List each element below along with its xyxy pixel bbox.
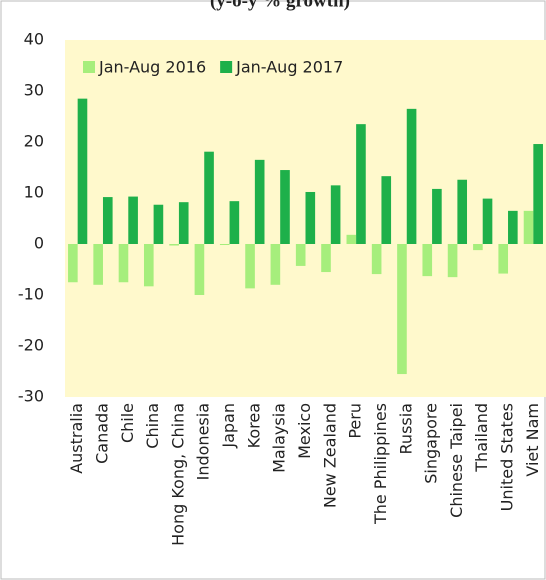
bar — [68, 244, 78, 283]
bar — [270, 244, 281, 285]
x-tick-label: Australia — [67, 403, 86, 474]
y-tick-label: 20 — [24, 132, 44, 151]
x-tick-label: Korea — [244, 403, 263, 448]
legend-swatch — [220, 61, 233, 73]
bar — [204, 151, 214, 244]
bar — [77, 98, 88, 245]
bar — [406, 108, 417, 244]
bar — [330, 185, 341, 244]
bar — [422, 244, 433, 277]
legend-label: Jan-Aug 2016 — [98, 58, 206, 77]
x-tick-label: United States — [498, 403, 517, 511]
x-tick-label: Peru — [346, 403, 365, 439]
bar — [280, 170, 290, 244]
y-tick-label: -10 — [18, 285, 44, 304]
bar — [169, 244, 179, 246]
bar — [508, 210, 518, 244]
x-tick-label: Hong Kong, China — [168, 403, 187, 546]
y-tick-label: 40 — [24, 30, 44, 49]
x-tick-label: Chinese Taipei — [447, 403, 466, 518]
bar — [102, 197, 113, 244]
x-tick-label: Russia — [396, 403, 415, 454]
y-tick-label: 0 — [34, 234, 44, 253]
bar — [371, 244, 382, 275]
bar — [346, 234, 357, 244]
bar — [498, 244, 509, 274]
x-tick-label: Chile — [118, 403, 137, 443]
x-tick-label: China — [143, 403, 162, 449]
x-tick-label: Thailand — [472, 403, 491, 473]
bar — [118, 244, 129, 283]
chart-title: (y-o-y % growth) — [210, 0, 350, 11]
bar — [93, 244, 103, 285]
bar — [254, 159, 265, 244]
x-tick-label: Canada — [92, 403, 111, 464]
bar — [178, 202, 189, 244]
bar — [397, 244, 407, 375]
bar — [194, 244, 205, 295]
bar — [432, 188, 442, 244]
y-tick-label: 10 — [24, 183, 44, 202]
x-tick-label: New Zealand — [320, 403, 339, 508]
x-tick-label: Singapore — [422, 403, 441, 484]
x-tick-label: Malaysia — [270, 403, 289, 473]
bar — [533, 144, 543, 244]
y-tick-label: 30 — [24, 81, 44, 100]
bar — [457, 179, 468, 244]
bar — [321, 244, 331, 273]
x-tick-label: Japan — [219, 403, 238, 449]
bar — [219, 244, 230, 246]
y-tick-label: -30 — [18, 387, 44, 406]
x-tick-label: Indonesia — [194, 403, 213, 480]
bar — [447, 244, 458, 278]
bar — [153, 204, 164, 244]
bar — [305, 191, 316, 244]
legend-swatch — [83, 61, 95, 73]
legend-label: Jan-Aug 2017 — [235, 58, 343, 77]
bar — [473, 244, 483, 251]
bar — [245, 244, 255, 289]
bar — [295, 244, 306, 266]
bar — [482, 198, 493, 244]
x-tick-label: Viet Nam — [523, 403, 542, 477]
x-tick-label: Mexico — [295, 403, 314, 459]
bar — [523, 210, 534, 244]
bar — [229, 201, 240, 244]
x-tick-label: The Philippines — [371, 403, 390, 525]
y-tick-label: -20 — [18, 336, 44, 355]
bar — [356, 124, 366, 244]
bar — [128, 196, 138, 244]
bar — [381, 176, 392, 244]
bar — [143, 244, 154, 287]
